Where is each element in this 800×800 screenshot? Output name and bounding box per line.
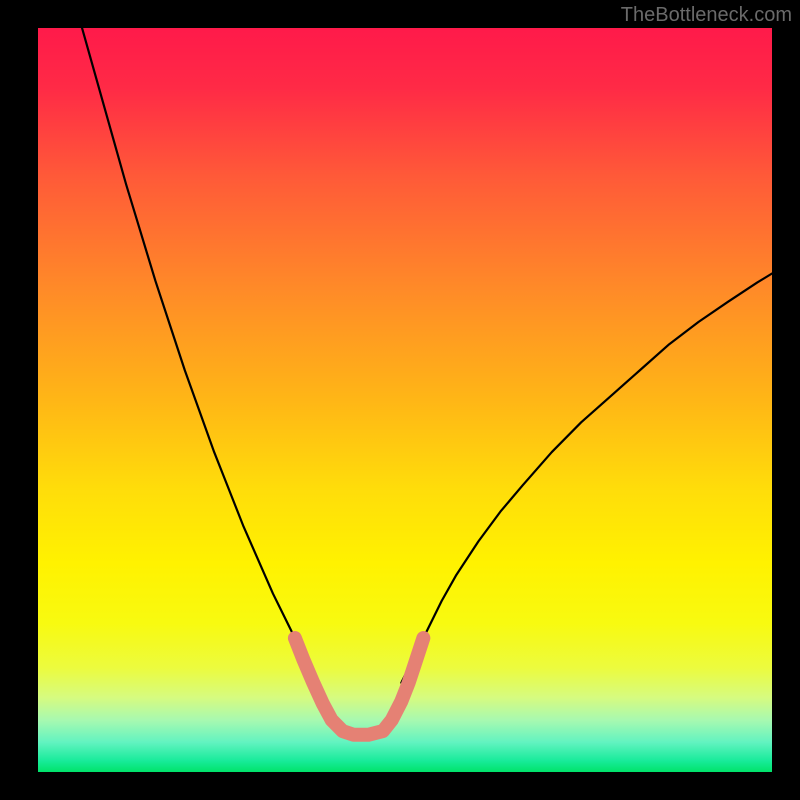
salmon-overlay xyxy=(295,638,423,735)
curve-left xyxy=(82,28,317,683)
bottleneck-curve-chart xyxy=(38,28,772,772)
watermark-text: TheBottleneck.com xyxy=(621,4,792,27)
root-container: TheBottleneck.com xyxy=(0,0,800,800)
curve-right xyxy=(401,274,772,683)
plot-area xyxy=(38,28,772,772)
